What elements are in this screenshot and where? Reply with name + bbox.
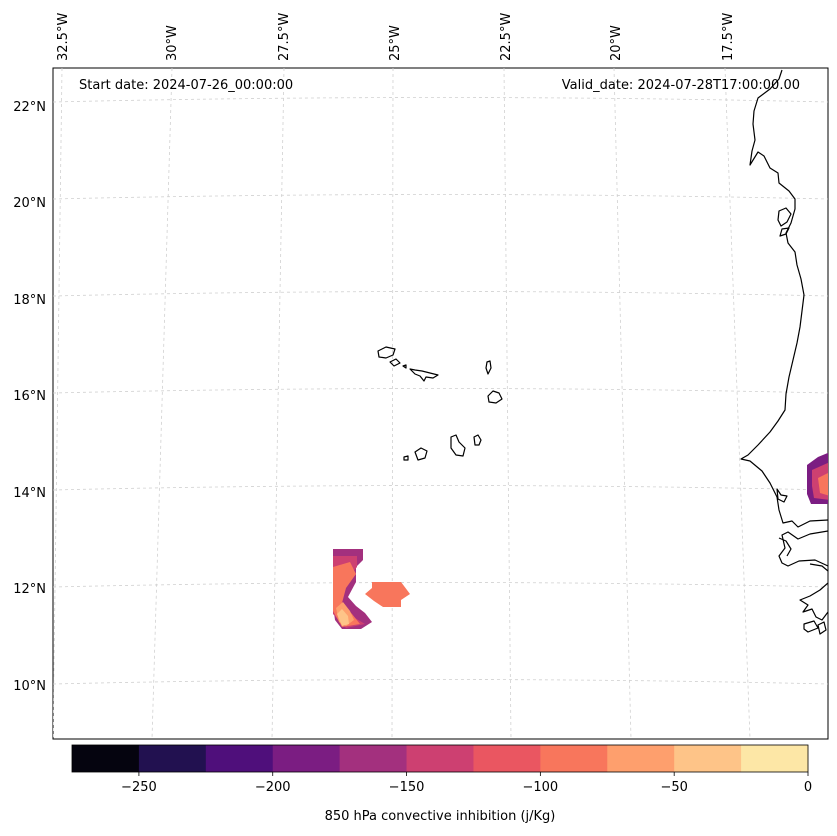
island-sal <box>485 360 492 375</box>
island-santo-antao <box>377 346 396 359</box>
lon-label-30: 30°W <box>165 25 180 61</box>
valid-date-annotation: Valid_date: 2024-07-28T17:00:00.00 <box>561 78 800 93</box>
cin-fill-lightest <box>337 609 349 626</box>
colorbar-title: 850 hPa convective inhibition (j/Kg) <box>324 809 556 824</box>
lat-label-14: 14°N <box>13 486 46 501</box>
lon-label-32.5: 32.5°W <box>56 13 71 61</box>
colorbar-bin <box>138 745 207 772</box>
cin-fill-east-inner <box>818 473 828 496</box>
colorbar-tick-label: 0 <box>804 780 812 795</box>
coast-canary-lagoon <box>777 207 792 237</box>
lon-label-20: 20°W <box>609 25 624 61</box>
colorbar <box>72 745 809 772</box>
island-santa-luzia <box>402 364 407 369</box>
colorbar-bin <box>205 745 274 772</box>
colorbar-bin <box>72 745 140 772</box>
gridline-lat-14 <box>53 485 828 491</box>
colorbar-tick-label: −150 <box>389 780 425 795</box>
lat-label-20: 20°N <box>13 196 46 211</box>
lat-label-16: 16°N <box>13 389 46 404</box>
colorbar-ticks: −250 −200 −150 −100 −50 0 <box>121 772 812 795</box>
coastlines <box>377 69 828 635</box>
gridline-lat-18 <box>53 291 828 297</box>
gridline-lat-16 <box>53 388 828 394</box>
gridline-lon-20 <box>613 68 632 739</box>
colorbar-bin <box>272 745 341 772</box>
latitude-labels: 22°N 20°N 18°N 16°N 14°N 12°N 10°N <box>13 100 46 694</box>
gridline-lon-30 <box>151 68 173 739</box>
colorbar-bin <box>473 745 541 772</box>
colorbar-bin <box>674 745 742 772</box>
lon-label-22.5: 22.5°W <box>499 13 514 61</box>
longitude-gridlines <box>53 68 751 739</box>
colorbar-outline <box>71 744 809 773</box>
island-boa-vista <box>487 390 503 404</box>
island-santiago <box>450 434 466 457</box>
cin-fill-south <box>365 582 410 607</box>
lon-label-17.5: 17.5°W <box>721 13 736 61</box>
lat-label-12: 12°N <box>13 582 46 597</box>
coast-dakar-tip <box>776 488 788 503</box>
colorbar-tick-label: −50 <box>660 780 687 795</box>
gridline-lat-10 <box>53 679 828 685</box>
africa-coastline <box>740 69 828 528</box>
lon-label-25: 25°W <box>388 25 403 61</box>
cin-region-south <box>365 582 410 607</box>
gridline-lon-32.5 <box>53 68 63 739</box>
colorbar-bin <box>406 745 474 772</box>
colorbar-tick-label: −250 <box>121 780 157 795</box>
coast-senegal-river <box>809 563 828 572</box>
colorbar-bin <box>540 745 608 772</box>
colorbar-bin <box>741 745 809 772</box>
island-brava <box>403 455 409 461</box>
gridline-lon-25 <box>391 68 394 739</box>
latitude-gridlines <box>53 97 828 685</box>
coast-bijagos <box>803 620 827 635</box>
gridline-lon-22.5 <box>503 68 512 739</box>
start-date-annotation: Start date: 2024-07-26_00:00:00 <box>79 78 294 93</box>
lat-label-22: 22°N <box>13 100 46 115</box>
lat-label-10: 10°N <box>13 679 46 694</box>
colorbar-tick-label: −200 <box>255 780 291 795</box>
colorbar-tick-label: −100 <box>523 780 559 795</box>
cin-region-southwest <box>333 549 372 629</box>
gridline-lon-17.5 <box>724 68 751 739</box>
colorbar-bin <box>339 745 408 772</box>
island-sao-vicente <box>389 358 401 367</box>
gridline-lat-20 <box>53 194 828 200</box>
lat-label-18: 18°N <box>13 293 46 308</box>
lon-label-27.5: 27.5°W <box>277 13 292 61</box>
coast-guinea-bissau <box>799 582 828 621</box>
island-sao-nicolau <box>409 368 439 382</box>
gridline-lat-22 <box>53 97 828 103</box>
coast-river <box>778 537 792 557</box>
coast-gambia <box>778 530 828 567</box>
longitude-labels: 32.5°W 30°W 27.5°W 25°W 22.5°W 20°W 17.5… <box>56 13 736 61</box>
colorbar-bin <box>607 745 675 772</box>
island-fogo <box>414 447 428 461</box>
cin-region-east <box>807 452 828 504</box>
gridline-lat-12 <box>53 582 828 588</box>
gridline-lon-27.5 <box>271 68 285 739</box>
map-frame <box>52 67 829 740</box>
island-maio <box>473 434 482 446</box>
